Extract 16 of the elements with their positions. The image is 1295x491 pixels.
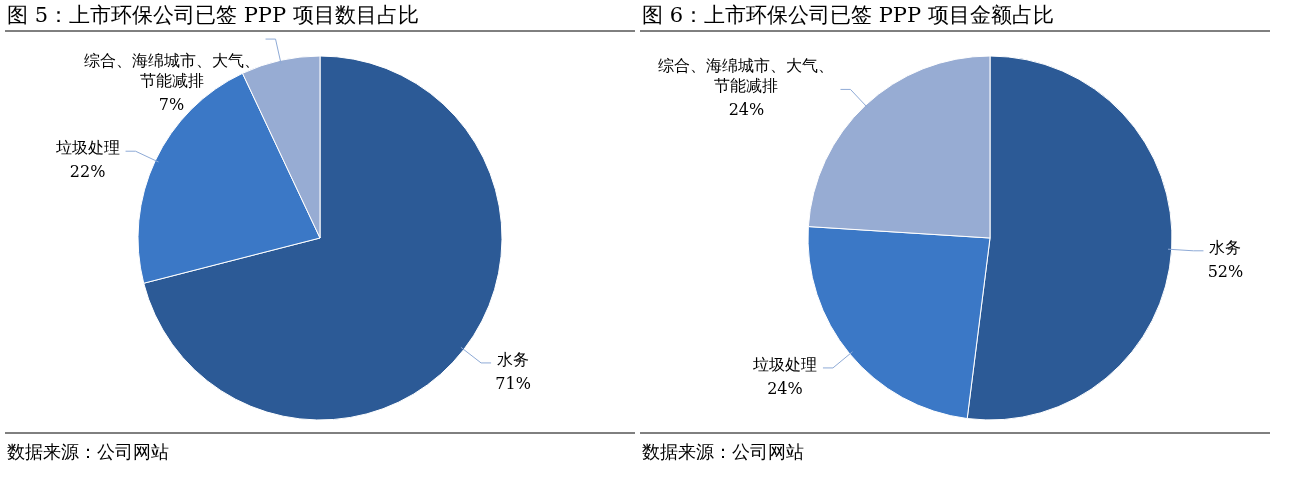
slice-label: 垃圾处理 [751, 354, 817, 374]
data-label: 22% [69, 162, 106, 182]
source-note: 数据来源：公司网站 [642, 441, 804, 462]
chart-title: 图 5：上市环保公司已签 PPP 项目数目占比 [7, 3, 419, 27]
slice-label: 水务 [1209, 237, 1242, 257]
data-label: 24% [728, 100, 765, 120]
slice-label: 综合、海绵城市、大气、节能减排 [83, 51, 260, 90]
slice-label: 垃圾处理 [54, 138, 120, 158]
data-label: 52% [1207, 261, 1244, 281]
slice-label: 综合、海绵城市、大气、节能减排 [658, 56, 835, 96]
data-label: 71% [495, 373, 531, 393]
chart-title: 图 6：上市环保公司已签 PPP 项目金额占比 [642, 3, 1054, 27]
data-label: 24% [767, 378, 803, 398]
slice-label: 水务 [497, 349, 530, 369]
source-note: 数据来源：公司网站 [7, 441, 169, 462]
data-label: 7% [158, 95, 185, 114]
